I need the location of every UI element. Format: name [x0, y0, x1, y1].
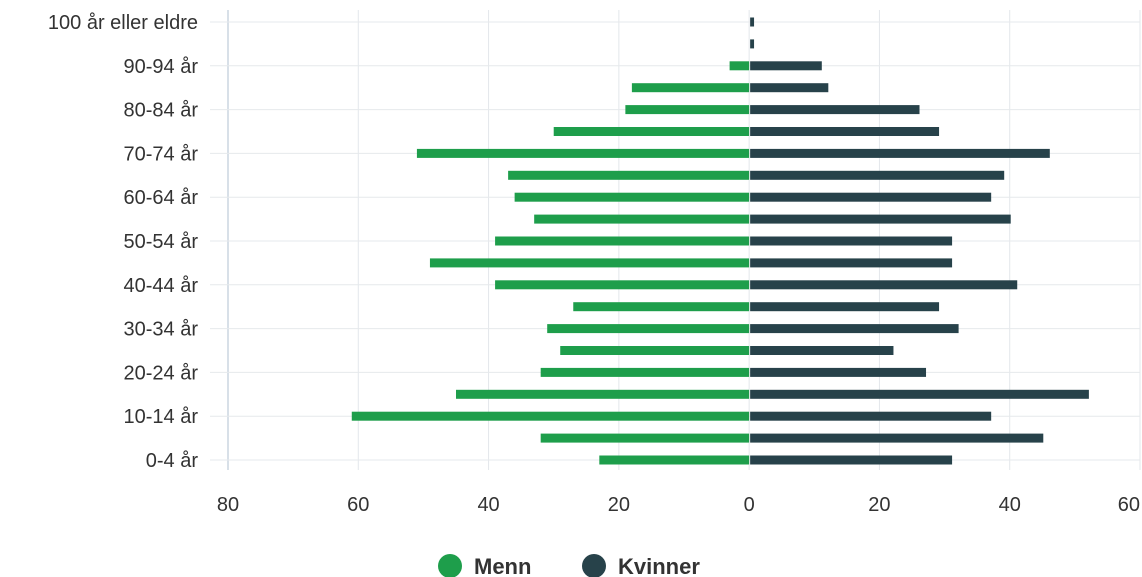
bar-kvinner-60-64-år [750, 192, 992, 202]
bar-kvinner-95-99-år [750, 39, 755, 49]
x-tick-label: 60 [347, 494, 369, 516]
legend-marker [438, 554, 462, 577]
x-tick-label: 40 [477, 494, 499, 516]
x-tick-label: 40 [999, 494, 1021, 516]
bar-kvinner-85-89-år [750, 83, 829, 93]
y-tick-label: 20-24 år [124, 362, 199, 384]
y-tick-label: 40-44 år [124, 275, 199, 297]
y-axis-tick-labels: 0-4 år 10-14 år 20-24 år 30-34 år 40-44 år 50… [48, 12, 198, 472]
legend: Menn Kvinner [438, 554, 700, 577]
bar-kvinner-25-29-år [750, 346, 894, 355]
bar-kvinner-45-49-år [750, 258, 953, 268]
bar-menn-60-64-år [514, 192, 750, 202]
bar-menn-85-89-år [631, 83, 750, 93]
x-tick-label: 80 [217, 494, 239, 516]
legend-label: Menn [474, 554, 531, 577]
bar-kvinner-10-14-år [750, 411, 992, 421]
bar-menn-50-54-år [495, 236, 750, 246]
bar-kvinner-5-9-år [750, 433, 1044, 443]
bar-kvinner-90-94-år [750, 61, 822, 71]
bar-kvinner-70-74-år [750, 148, 1050, 158]
bar-kvinner-15-19-år [750, 389, 1089, 399]
y-tick-label: 80-84 år [124, 100, 199, 122]
y-tick-label: 100 år eller eldre [48, 12, 198, 34]
y-tick-label: 90-94 år [124, 56, 199, 78]
bar-kvinner-20-24-år [750, 367, 927, 377]
legend-label: Kvinner [618, 554, 700, 577]
bar-kvinner-65-69-år [750, 170, 1005, 180]
x-tick-label: 60 [1118, 494, 1140, 516]
bar-kvinner-75-79-år [750, 127, 940, 136]
bar-menn-55-59-år [534, 214, 750, 224]
legend-item-menn[interactable]: Menn [438, 554, 531, 577]
bar-menn-25-29-år [560, 346, 750, 355]
bar-kvinner-50-54-år [750, 236, 953, 246]
bar-kvinner-0-4-år [750, 455, 953, 465]
bar-kvinner-40-44-år [750, 280, 1018, 290]
bar-menn-10-14-år [351, 411, 750, 421]
y-tick-label: 30-34 år [124, 319, 199, 341]
bar-menn-20-24-år [540, 367, 750, 377]
legend-item-kvinner[interactable]: Kvinner [582, 554, 700, 577]
y-tick-label: 0-4 år [146, 450, 199, 472]
y-tick-label: 10-14 år [124, 406, 199, 428]
bar-menn-65-69-år [508, 170, 750, 180]
bar-menn-0-4-år [599, 455, 750, 465]
bar-menn-75-79-år [553, 127, 750, 136]
x-tick-label: 20 [868, 494, 890, 516]
bar-menn-30-34-år [547, 324, 750, 334]
bars [351, 17, 1089, 465]
x-axis-tick-labels: 80 60 40 20 0 20 40 60 [217, 494, 1140, 516]
y-tick-label: 50-54 år [124, 231, 199, 253]
bar-menn-5-9-år [540, 433, 750, 443]
x-tick-label: 0 [744, 494, 755, 516]
bar-menn-15-19-år [456, 389, 750, 399]
x-tick-label: 20 [608, 494, 630, 516]
bar-menn-35-39-år [573, 302, 750, 312]
bar-kvinner-100-år-eller-eldre [750, 17, 755, 27]
bar-kvinner-35-39-år [750, 302, 940, 312]
bar-kvinner-80-84-år [750, 105, 920, 115]
bar-menn-70-74-år [416, 148, 750, 158]
bar-menn-40-44-år [495, 280, 750, 290]
bar-menn-80-84-år [625, 105, 750, 115]
bar-kvinner-55-59-år [750, 214, 1011, 224]
y-tick-label: 60-64 år [124, 187, 199, 209]
bar-menn-90-94-år [729, 61, 750, 71]
bar-menn-45-49-år [429, 258, 750, 268]
bar-kvinner-30-34-år [750, 324, 959, 334]
y-tick-label: 70-74 år [124, 143, 199, 165]
legend-marker [582, 554, 606, 577]
